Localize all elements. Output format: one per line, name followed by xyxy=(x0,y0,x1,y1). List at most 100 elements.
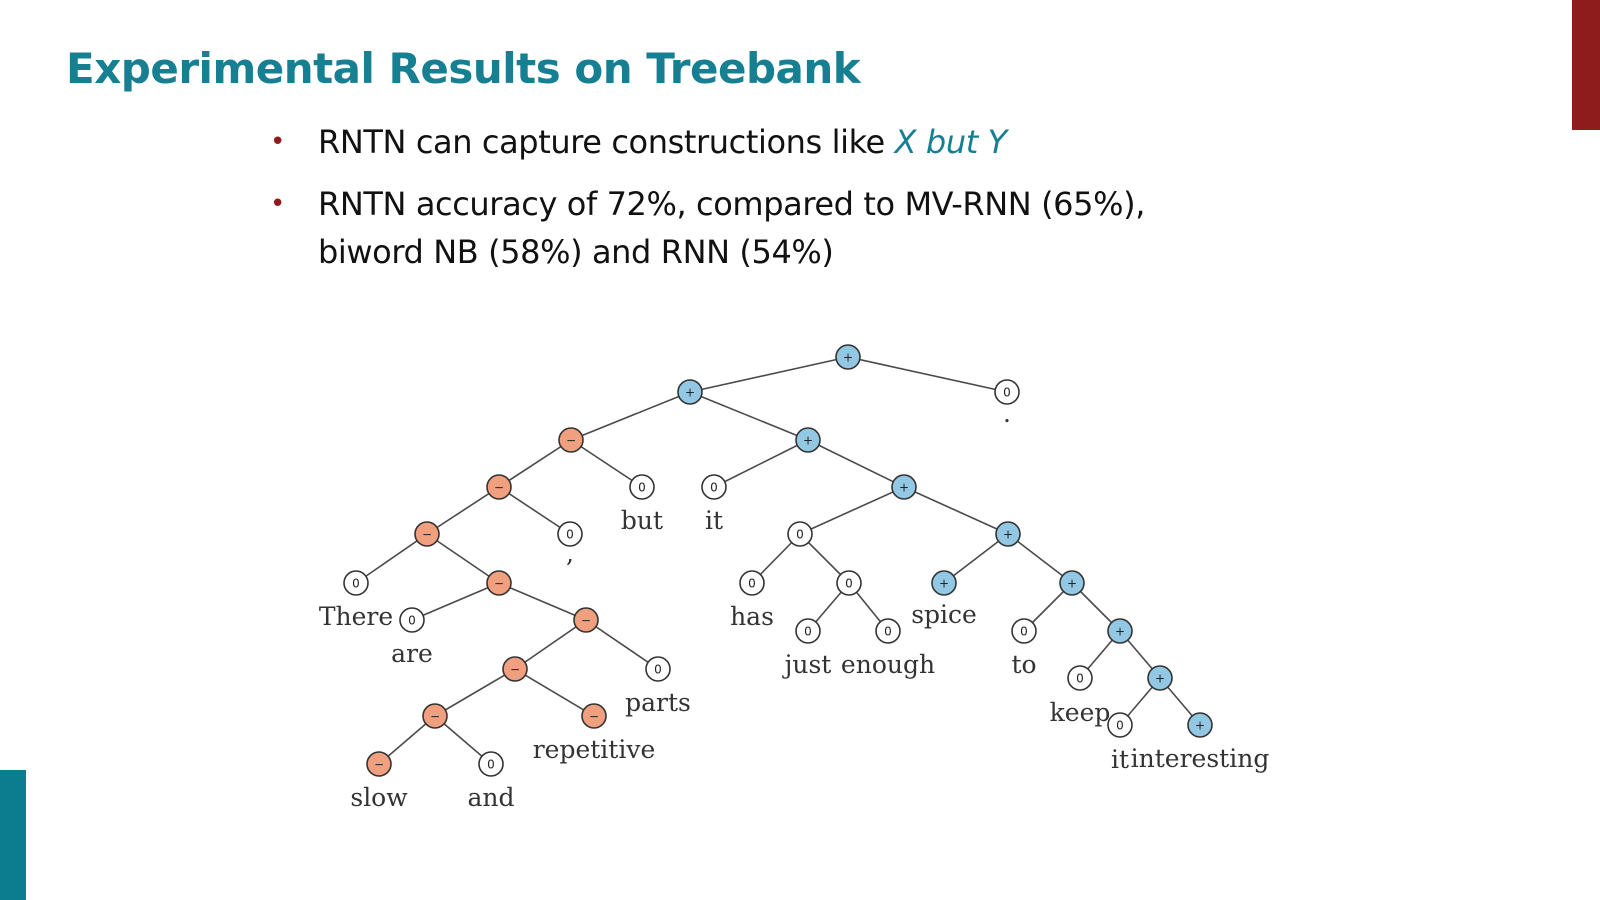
node-label: 0 xyxy=(710,481,718,495)
tree-edge xyxy=(570,391,691,441)
node-circle xyxy=(422,703,448,729)
tree-node-negative: − xyxy=(502,656,528,682)
tree-word: just xyxy=(782,650,832,679)
node-label: 0 xyxy=(796,528,804,542)
tree-edge xyxy=(1007,533,1073,584)
tree-node-neutral: 0 it xyxy=(701,474,727,535)
node-circle xyxy=(891,474,917,500)
node-circle xyxy=(787,521,813,547)
tree-word: are xyxy=(391,639,433,668)
tree-node-neutral: 0, xyxy=(557,521,583,568)
node-circle xyxy=(795,618,821,644)
tree-node-neutral: 0 are xyxy=(391,607,433,668)
tree-node-negative: − slow xyxy=(350,751,408,812)
tree-edge xyxy=(426,533,500,584)
tree-node-neutral: 0 There xyxy=(319,570,393,631)
tree-node-neutral: 0 just xyxy=(782,618,832,679)
tree-node-neutral: 0 parts xyxy=(625,656,691,717)
tree-node-neutral: 0 xyxy=(836,570,862,596)
tree-word: it xyxy=(705,506,723,535)
tree-node-positive: + xyxy=(1107,618,1133,644)
node-label: 0 xyxy=(884,625,892,639)
node-circle xyxy=(677,379,703,405)
tree-word: keep xyxy=(1050,698,1111,727)
node-label: 0 xyxy=(748,577,756,591)
node-label: + xyxy=(1155,672,1165,686)
bullet-item: • RNTN can capture constructions like X … xyxy=(270,118,1198,166)
node-label: − xyxy=(374,758,384,772)
tree-edge xyxy=(943,533,1009,584)
node-label: − xyxy=(494,481,504,495)
bullet-text-line2: biword NB (58%) and RNN (54%) xyxy=(318,233,834,271)
node-circle xyxy=(478,751,504,777)
tree-node-neutral: 0 keep xyxy=(1050,665,1111,727)
tree-node-neutral: 0 enough xyxy=(841,618,935,679)
tree-edge xyxy=(799,486,905,535)
node-label: + xyxy=(1195,719,1205,733)
tree-node-positive: + xyxy=(891,474,917,500)
node-label: 0 xyxy=(1076,672,1084,686)
tree-node-negative: − xyxy=(414,521,440,547)
tree-word: . xyxy=(1003,399,1011,428)
tree-edge xyxy=(903,486,1009,535)
node-circle xyxy=(875,618,901,644)
tree-edge xyxy=(434,668,516,717)
node-circle xyxy=(739,570,765,596)
tree-node-negative: − xyxy=(573,607,599,633)
tree-edge xyxy=(426,486,500,535)
node-circle xyxy=(1107,618,1133,644)
bullet-text-line1: RNTN accuracy of 72%, compared to MV-RNN… xyxy=(318,185,1145,223)
bullet-list: • RNTN can capture constructions like X … xyxy=(270,118,1198,290)
tree-edge xyxy=(689,356,849,393)
node-circle xyxy=(366,751,392,777)
tree-word: it xyxy=(1111,745,1129,774)
tree-node-neutral: 0 but xyxy=(621,474,663,535)
node-circle xyxy=(645,656,671,682)
tree-node-positive: + xyxy=(995,521,1021,547)
tree-word: has xyxy=(730,602,774,631)
tree-word: interesting xyxy=(1131,744,1270,773)
accent-bar-right xyxy=(1572,0,1600,130)
bullet-dot-icon: • xyxy=(270,127,285,157)
tree-edge xyxy=(498,439,572,488)
tree-node-positive: + xyxy=(1147,665,1173,691)
tree-edge xyxy=(689,391,809,441)
slide-title: Experimental Results on Treebank xyxy=(66,44,861,93)
node-circle xyxy=(701,474,727,500)
node-label: − xyxy=(589,710,599,724)
tree-node-positive: + spice xyxy=(911,570,977,629)
node-circle xyxy=(486,474,512,500)
node-circle xyxy=(1059,570,1085,596)
tree-edge xyxy=(807,439,905,488)
node-label: 0 xyxy=(408,614,416,628)
tree-edge xyxy=(498,582,587,621)
node-label: − xyxy=(566,434,576,448)
tree-word: slow xyxy=(350,783,408,812)
node-label: − xyxy=(430,710,440,724)
node-circle xyxy=(557,521,583,547)
node-label: + xyxy=(803,434,813,448)
node-label: + xyxy=(1115,625,1125,639)
node-circle xyxy=(931,570,957,596)
bullet-highlight: X but Y xyxy=(894,123,1008,161)
bullet-dot-icon: • xyxy=(270,189,285,219)
tree-node-neutral: 0 and xyxy=(467,751,515,812)
bullet-text: RNTN can capture constructions like xyxy=(318,123,895,161)
node-label: 0 xyxy=(845,577,853,591)
node-circle xyxy=(1067,665,1093,691)
node-label: 0 xyxy=(352,577,360,591)
node-label: 0 xyxy=(1116,719,1124,733)
tree-node-positive: + xyxy=(835,344,861,370)
node-circle xyxy=(573,607,599,633)
node-circle xyxy=(795,427,821,453)
tree-word: repetitive xyxy=(533,735,656,764)
tree-edge xyxy=(585,619,659,670)
node-label: − xyxy=(510,663,520,677)
tree-node-neutral: 0 to xyxy=(1011,618,1037,679)
tree-node-negative: − repetitive xyxy=(533,703,656,764)
tree-edge xyxy=(411,582,500,621)
node-label: + xyxy=(939,577,949,591)
tree-edge xyxy=(570,439,643,488)
node-circle xyxy=(1011,618,1037,644)
node-label: 0 xyxy=(638,481,646,495)
